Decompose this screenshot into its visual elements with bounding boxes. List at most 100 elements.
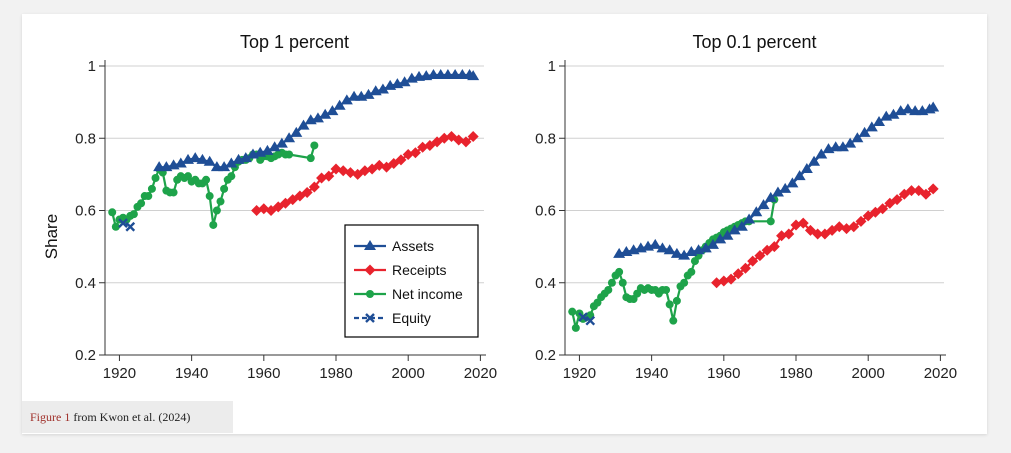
data-point — [669, 316, 678, 325]
data-point — [467, 70, 480, 81]
data-point — [873, 115, 886, 126]
data-point — [680, 278, 689, 287]
x-tick-label: 1940 — [635, 365, 668, 382]
data-point — [323, 170, 335, 182]
data-point — [326, 105, 339, 116]
data-point — [571, 323, 580, 332]
data-point — [209, 220, 218, 229]
data-point — [920, 188, 932, 200]
data-point — [319, 108, 332, 119]
data-point — [301, 186, 313, 198]
data-point — [848, 221, 860, 233]
data-point — [743, 213, 756, 224]
legend: Assets Receipts Net income Equity — [344, 224, 479, 338]
data-point — [725, 273, 737, 285]
legend-marker — [364, 240, 376, 250]
x-tick-label: 1980 — [779, 365, 812, 382]
data-point — [585, 315, 596, 326]
series-net-income — [568, 195, 779, 332]
data-point — [218, 161, 231, 172]
data-point — [189, 152, 202, 163]
chart-figure: 0.2 0.4 0.6 0.8 1 1920 1940 1960 1980 2000 2020 Top… — [42, 32, 957, 382]
data-point — [721, 229, 734, 240]
data-point — [395, 154, 407, 166]
data-point — [665, 300, 674, 309]
data-point — [927, 183, 939, 195]
data-point — [268, 141, 281, 152]
data-point — [901, 103, 914, 114]
y-tick-label: 0.8 — [535, 130, 556, 147]
data-point — [205, 192, 214, 201]
legend-label: Equity — [392, 310, 431, 326]
y-tick-label: 0.2 — [75, 347, 96, 364]
data-point — [793, 170, 806, 181]
data-point — [757, 199, 770, 210]
data-point — [108, 208, 117, 217]
data-point — [663, 244, 676, 255]
x-tick-label: 2000 — [852, 365, 885, 382]
data-point — [706, 238, 719, 249]
data-point — [768, 241, 780, 253]
data-point — [865, 121, 878, 132]
y-tick-label: 1 — [88, 58, 96, 75]
data-point — [137, 199, 146, 208]
data-point — [750, 206, 763, 217]
figure-link[interactable]: Figure 1 — [30, 410, 71, 424]
data-point — [111, 222, 120, 231]
data-point — [227, 172, 236, 181]
data-point — [340, 94, 353, 105]
data-point — [297, 119, 310, 130]
series-line — [618, 106, 934, 257]
x-tick-label: 1960 — [247, 365, 280, 382]
data-point — [118, 218, 128, 228]
x-tick-label: 2020 — [924, 365, 957, 382]
data-point — [290, 126, 303, 137]
data-point — [747, 255, 759, 267]
y-tick-label: 1 — [548, 58, 556, 75]
data-point — [306, 154, 315, 163]
data-point — [783, 228, 795, 240]
data-point — [887, 108, 900, 119]
x-tick-label: 1920 — [563, 365, 596, 382]
y-axis-label: Share — [42, 214, 61, 259]
panel-top-1-percent: 0.2 0.4 0.6 0.8 1 1920 1940 1960 1980 2000 2020 Top… — [42, 32, 497, 382]
caption-source: from Kwon et al. (2024) — [70, 410, 191, 424]
data-point — [728, 224, 741, 235]
data-point — [844, 137, 857, 148]
data-point — [333, 99, 346, 110]
data-point — [699, 242, 712, 253]
data-point — [398, 76, 411, 87]
legend-box — [344, 224, 479, 338]
data-point — [656, 242, 669, 253]
data-point — [202, 175, 211, 184]
data-point — [409, 147, 421, 159]
data-point — [376, 83, 389, 94]
data-point — [836, 141, 849, 152]
data-point — [732, 268, 744, 280]
data-point — [678, 249, 691, 260]
data-point — [460, 136, 472, 148]
x-tick-label: 2000 — [392, 365, 425, 382]
series-equity — [118, 218, 136, 232]
data-point — [362, 88, 375, 99]
legend-marker — [366, 290, 374, 298]
data-point — [311, 112, 324, 123]
y-tick-label: 0.4 — [535, 275, 556, 292]
legend-label: Assets — [392, 238, 434, 254]
data-point — [618, 278, 627, 287]
data-point — [467, 130, 479, 142]
data-point — [800, 162, 813, 173]
data-point — [607, 278, 616, 287]
data-point — [735, 220, 748, 231]
data-point — [147, 184, 156, 193]
y-tick-label: 0.4 — [75, 275, 96, 292]
series-equity — [578, 312, 596, 326]
data-point — [812, 228, 824, 240]
data-point — [174, 157, 187, 168]
legend-label: Net income — [392, 286, 463, 302]
x-tick-label: 1920 — [103, 365, 136, 382]
series-assets — [613, 101, 940, 260]
series-assets — [153, 69, 480, 172]
figure-card: 0.2 0.4 0.6 0.8 1 1920 1940 1960 1980 2000 2020 Top… — [22, 14, 987, 434]
data-point — [239, 152, 252, 163]
